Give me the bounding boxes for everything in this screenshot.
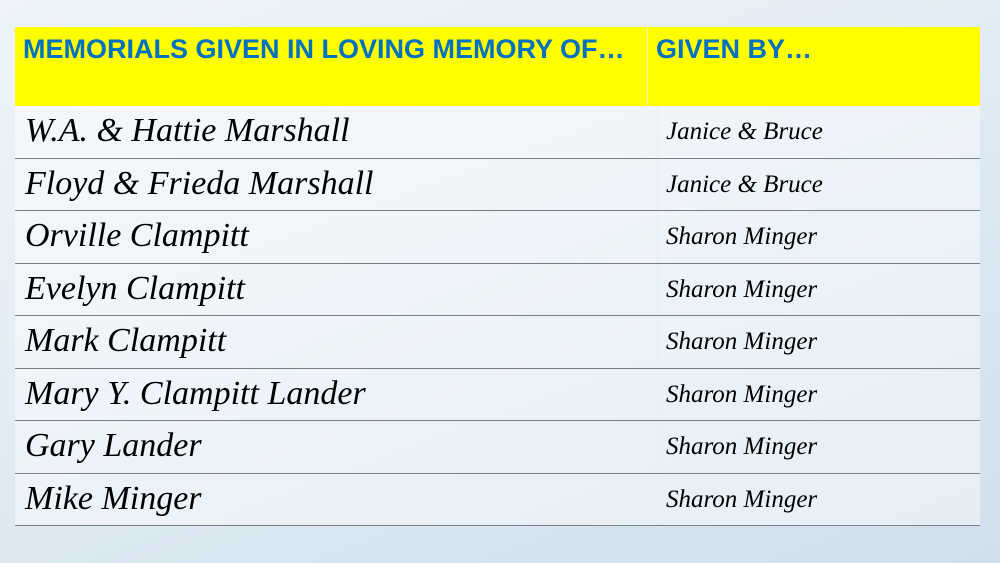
- table-row: Evelyn Clampitt Sharon Minger: [15, 263, 980, 316]
- given-by-cell: Sharon Minger: [657, 316, 980, 368]
- memory-of-cell: Floyd & Frieda Marshall: [25, 164, 374, 202]
- table-row: Mary Y. Clampitt Lander Sharon Minger: [15, 368, 980, 421]
- memory-of-cell: Mary Y. Clampitt Lander: [25, 374, 366, 412]
- given-by-cell: Sharon Minger: [657, 211, 980, 263]
- given-by-cell: Janice & Bruce: [657, 106, 980, 158]
- given-by-cell: Sharon Minger: [657, 368, 980, 420]
- table-row: Mike Minger Sharon Minger: [15, 473, 980, 526]
- memory-of-cell: Mike Minger: [25, 479, 202, 517]
- memory-of-cell: W.A. & Hattie Marshall: [25, 112, 350, 149]
- memory-of-cell: Orville Clampitt: [25, 217, 249, 254]
- header-given-by: GIVEN BY…: [647, 27, 980, 106]
- table-row: Orville Clampitt Sharon Minger: [15, 211, 980, 264]
- given-by-cell: Sharon Minger: [657, 263, 980, 315]
- header-memory-of: MEMORIALS GIVEN IN LOVING MEMORY OF…: [23, 34, 625, 64]
- table-header: MEMORIALS GIVEN IN LOVING MEMORY OF… GIV…: [15, 27, 980, 106]
- table-row: Floyd & Frieda Marshall Janice & Bruce: [15, 158, 980, 211]
- given-by-cell: Sharon Minger: [657, 421, 980, 473]
- given-by-cell: Sharon Minger: [657, 473, 980, 525]
- memory-of-cell: Evelyn Clampitt: [25, 269, 246, 307]
- memorials-table: MEMORIALS GIVEN IN LOVING MEMORY OF… GIV…: [15, 27, 980, 526]
- table-row: W.A. & Hattie Marshall Janice & Bruce: [15, 106, 980, 159]
- table-row: Gary Lander Sharon Minger: [15, 421, 980, 474]
- given-by-cell: Janice & Bruce: [657, 158, 980, 210]
- memory-of-cell: Mark Clampitt: [25, 322, 227, 359]
- memory-of-cell: Gary Lander: [25, 427, 202, 464]
- table-row: Mark Clampitt Sharon Minger: [15, 316, 980, 369]
